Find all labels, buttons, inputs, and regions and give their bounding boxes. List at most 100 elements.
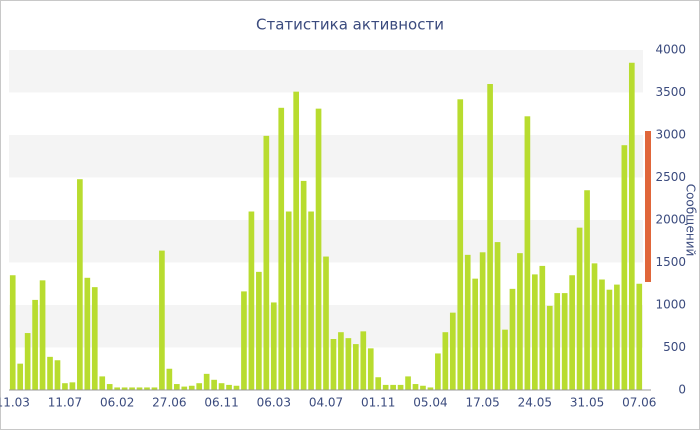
- bar: [62, 383, 68, 390]
- bar: [173, 384, 180, 390]
- x-tick-label: 06.11: [204, 396, 238, 410]
- bar: [181, 386, 188, 390]
- bar: [472, 278, 479, 390]
- bar: [300, 180, 307, 390]
- y-tick-label: 4000: [655, 43, 686, 57]
- bar: [405, 376, 411, 390]
- bar: [532, 274, 538, 390]
- bar: [375, 377, 382, 390]
- bar: [144, 387, 150, 390]
- y-tick-label: 1500: [655, 255, 686, 269]
- bar: [591, 263, 598, 390]
- bar: [323, 256, 329, 390]
- x-tick-label: 31.05: [570, 396, 604, 410]
- y-axis-title: Сообщений: [684, 184, 698, 257]
- bar: [494, 242, 501, 390]
- bar: [129, 387, 135, 390]
- bar: [226, 384, 232, 390]
- bar: [248, 211, 255, 390]
- x-tick-label: 11.03: [0, 396, 30, 410]
- bar: [487, 84, 493, 390]
- y-tick-label: 0: [678, 383, 686, 397]
- bar: [270, 302, 277, 390]
- bar: [479, 252, 486, 390]
- x-tick-label: 11.07: [48, 396, 82, 410]
- grid-band: [9, 220, 643, 263]
- bar: [24, 333, 31, 390]
- bar: [91, 287, 98, 390]
- bar: [435, 353, 441, 390]
- bar: [636, 283, 643, 390]
- bar: [330, 339, 337, 390]
- bar: [69, 382, 76, 390]
- bar: [151, 387, 158, 390]
- bar: [99, 376, 106, 390]
- bar: [106, 384, 113, 390]
- bar: [203, 373, 210, 390]
- y-tick-label: 3500: [655, 85, 686, 99]
- bar: [121, 387, 128, 390]
- bar: [524, 116, 531, 391]
- bar: [114, 387, 120, 390]
- bar: [517, 253, 523, 390]
- x-tick-label: 24.05: [518, 396, 552, 410]
- bar: [621, 145, 628, 390]
- bar: [584, 190, 590, 390]
- bar: [17, 363, 24, 390]
- bar: [420, 385, 426, 390]
- bar: [569, 275, 575, 390]
- bar: [628, 62, 635, 390]
- x-tick-label: 06.03: [257, 396, 291, 410]
- bar: [464, 254, 471, 390]
- bar: [546, 305, 553, 390]
- bar: [241, 291, 247, 390]
- bar: [32, 299, 38, 390]
- bar: [136, 387, 143, 390]
- bar: [293, 91, 299, 391]
- bar: [554, 293, 561, 390]
- bar: [166, 368, 173, 390]
- bar: [188, 385, 195, 390]
- x-tick-label: 05.04: [413, 396, 447, 410]
- bar: [47, 356, 53, 390]
- bar: [442, 332, 449, 390]
- bar: [218, 383, 225, 390]
- grid-band: [9, 135, 643, 178]
- y-tick-label: 1000: [655, 298, 686, 312]
- x-tick-label: 06.02: [100, 396, 134, 410]
- bar: [39, 280, 46, 390]
- bar: [390, 384, 396, 390]
- bar: [599, 279, 605, 390]
- y-tick-label: 2000: [655, 213, 686, 227]
- x-tick-label: 04.07: [309, 396, 343, 410]
- bar: [449, 312, 456, 390]
- y-tick-label: 3000: [655, 128, 686, 142]
- y-tick-label: 500: [663, 340, 686, 354]
- bar: [606, 289, 613, 390]
- bar: [338, 332, 344, 390]
- bar: [412, 384, 419, 390]
- range-handle: [645, 131, 651, 282]
- bar: [285, 211, 292, 390]
- bar: [382, 384, 389, 390]
- bar: [539, 265, 546, 390]
- bar: [308, 211, 314, 390]
- bar: [54, 360, 61, 390]
- grid-band: [9, 50, 643, 93]
- bar: [576, 227, 583, 390]
- bar: [614, 284, 620, 390]
- bar: [367, 348, 374, 390]
- bar: [345, 338, 352, 390]
- bar: [561, 293, 568, 390]
- chart-title: Статистика активности: [256, 16, 444, 34]
- bar: [315, 108, 322, 391]
- bar: [353, 344, 359, 390]
- bar: [427, 387, 434, 390]
- bar: [360, 331, 367, 390]
- x-tick-label: 01.11: [361, 396, 395, 410]
- bar: [278, 107, 285, 391]
- bar: [263, 135, 270, 390]
- y-tick-label: 2500: [655, 170, 686, 184]
- x-tick-label: 07.06: [622, 396, 656, 410]
